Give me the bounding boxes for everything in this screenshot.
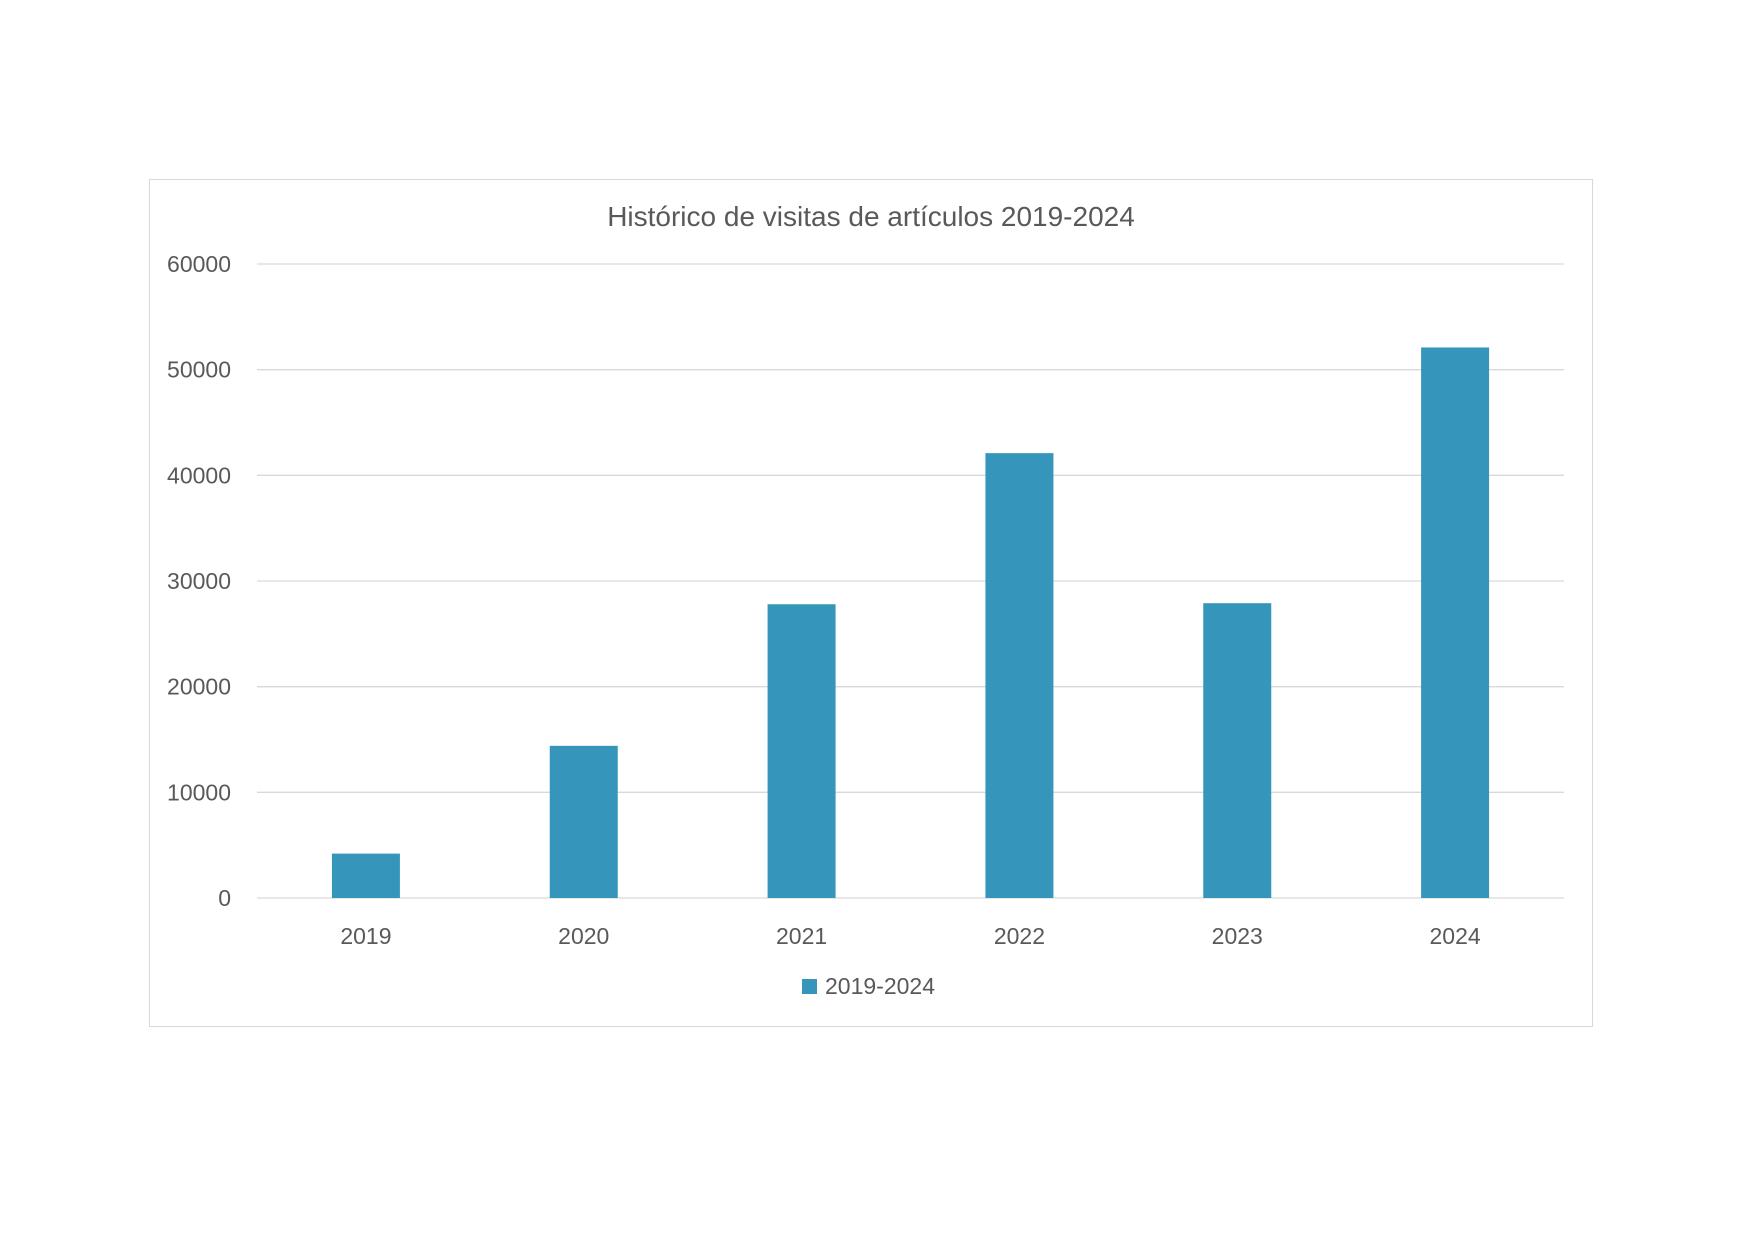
y-tick-label: 0	[218, 885, 231, 911]
bar-2024	[1421, 347, 1490, 898]
y-tick-label: 30000	[167, 568, 231, 594]
bars	[331, 347, 1490, 898]
legend-label: 2019-2024	[825, 973, 935, 999]
chart-title: Histórico de visitas de artículos 2019-2…	[607, 201, 1135, 232]
bar-2019	[331, 853, 400, 898]
bar-2021	[767, 604, 836, 898]
gridlines	[257, 263, 1564, 899]
legend-swatch	[802, 979, 817, 994]
bar-2020	[549, 745, 618, 898]
x-tick-label: 2021	[776, 923, 827, 949]
x-tick-label: 2023	[1212, 923, 1263, 949]
x-axis-tick-labels: 2019 2020 2021 2022 2023 2024	[340, 923, 1481, 949]
bar-2023	[1203, 603, 1272, 898]
y-tick-label: 10000	[167, 779, 231, 805]
x-tick-label: 2024	[1429, 923, 1480, 949]
x-tick-label: 2019	[340, 923, 391, 949]
bar-2022	[985, 453, 1054, 898]
x-tick-label: 2022	[994, 923, 1045, 949]
y-tick-label: 40000	[167, 462, 231, 488]
y-tick-label: 50000	[167, 357, 231, 383]
x-tick-label: 2020	[558, 923, 609, 949]
legend: 2019-2024	[802, 973, 935, 999]
y-tick-label: 60000	[167, 251, 231, 277]
y-axis-tick-labels: 0 10000 20000 30000 40000 50000 60000	[167, 251, 231, 911]
y-tick-label: 20000	[167, 674, 231, 700]
